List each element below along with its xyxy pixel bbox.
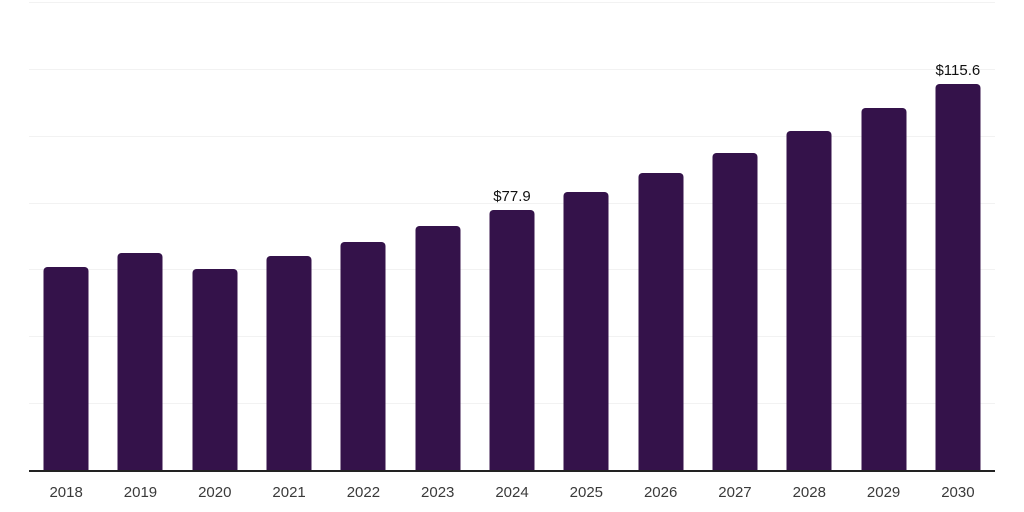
x-tick-2030: 2030	[941, 484, 975, 501]
bar-column-2018	[29, 2, 103, 470]
bar-2022	[340, 242, 386, 470]
bar-2029	[861, 107, 907, 470]
x-tick-2024: 2024	[495, 484, 529, 501]
bar-column-2026	[623, 2, 697, 470]
x-axis: 2018 2019 2020 2021 2022 2023 2024 2025 2026 2027…	[29, 472, 995, 501]
bar-column-2030: $115.6	[921, 2, 995, 470]
bar-2020	[192, 269, 238, 470]
bar-column-2028	[772, 2, 846, 470]
bar-column-2029	[846, 2, 920, 470]
bar-2021	[266, 256, 312, 470]
x-tick-2027: 2027	[718, 484, 752, 501]
plot-area: $77.9 $115.6	[29, 2, 995, 472]
x-tick-2029: 2029	[866, 484, 901, 501]
x-tick-2019: 2019	[123, 484, 158, 501]
gridline	[29, 135, 995, 137]
bar-2018	[43, 267, 89, 470]
bar-column-2023	[401, 2, 475, 470]
bar-column-2027	[698, 2, 772, 470]
x-tick-2022: 2022	[346, 484, 381, 501]
bar-2024	[489, 209, 535, 470]
x-tick-2021: 2021	[272, 484, 306, 501]
gridline	[29, 68, 995, 70]
bar-2028	[786, 131, 832, 470]
bar-2019	[117, 252, 163, 470]
data-label-2024: $77.9	[493, 187, 531, 205]
x-tick-2026: 2026	[643, 484, 678, 501]
bar-2026	[638, 172, 684, 470]
x-tick-2025: 2025	[569, 484, 604, 501]
bar-2030	[935, 83, 981, 470]
x-tick-2023: 2023	[421, 484, 455, 501]
x-tick-2028: 2028	[792, 484, 826, 501]
gridline	[29, 2, 995, 3]
bar-column-2024: $77.9	[475, 2, 549, 470]
bar-column-2021	[252, 2, 326, 470]
bar-column-2019	[103, 2, 177, 470]
data-label-2030: $115.6	[935, 61, 981, 79]
bar-2025	[563, 191, 609, 470]
bar-column-2025	[549, 2, 623, 470]
bar-column-2022	[326, 2, 400, 470]
x-tick-2020: 2020	[198, 484, 232, 501]
bar-2023	[415, 226, 461, 470]
bar-2027	[712, 152, 758, 470]
x-tick-2018: 2018	[49, 484, 83, 501]
bar-column-2020	[178, 2, 252, 470]
gridline	[29, 202, 995, 204]
